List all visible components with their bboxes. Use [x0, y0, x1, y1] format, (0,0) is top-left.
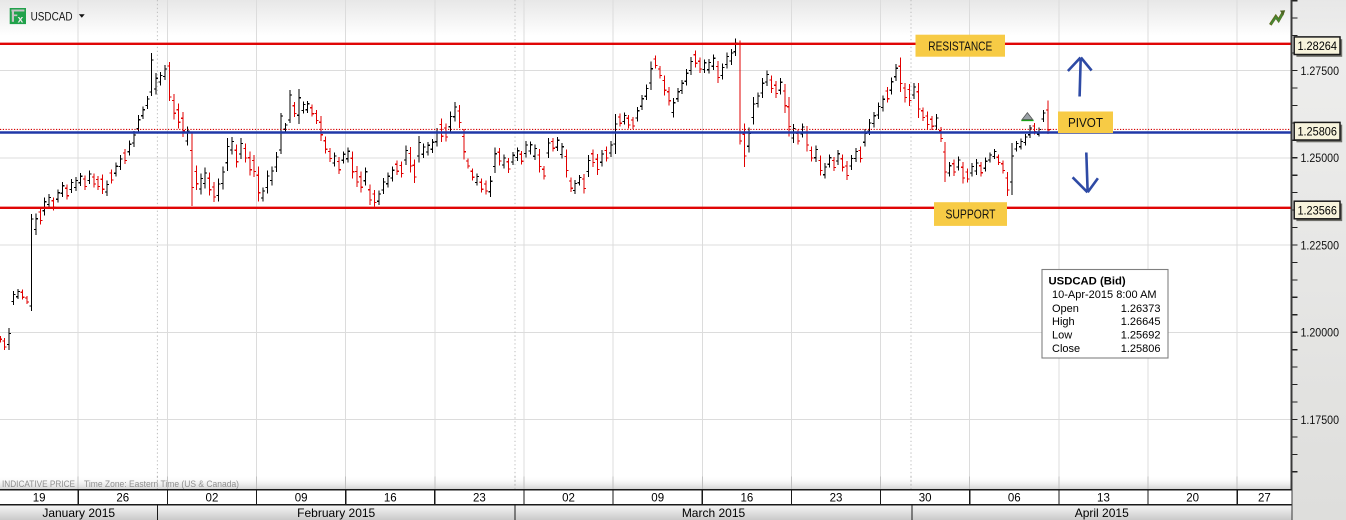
svg-text:16: 16 — [740, 493, 753, 505]
svg-text:10-Apr-2015 8:00 AM: 10-Apr-2015 8:00 AM — [1052, 289, 1157, 301]
svg-text:1.25000: 1.25000 — [1301, 151, 1340, 165]
svg-text:02: 02 — [206, 493, 219, 505]
svg-text:1.25806: 1.25806 — [1121, 343, 1161, 355]
svg-text:27: 27 — [1258, 493, 1271, 505]
svg-text:20: 20 — [1186, 493, 1199, 505]
svg-text:1.17500: 1.17500 — [1301, 413, 1340, 427]
svg-text:1.28264: 1.28264 — [1297, 39, 1337, 53]
svg-text:USDCAD: USDCAD — [31, 10, 73, 24]
svg-text:March 2015: March 2015 — [682, 506, 746, 520]
svg-text:19: 19 — [33, 493, 46, 505]
svg-text:Time Zone: Eastern Time (US &: Time Zone: Eastern Time (US & Canada) — [84, 479, 239, 490]
svg-text:High: High — [1052, 316, 1075, 328]
svg-text:PIVOT: PIVOT — [1068, 115, 1103, 130]
svg-text:26: 26 — [116, 493, 129, 505]
svg-text:1.23566: 1.23566 — [1297, 203, 1337, 217]
svg-text:23: 23 — [473, 493, 486, 505]
svg-text:13: 13 — [1097, 493, 1110, 505]
svg-text:23: 23 — [830, 493, 843, 505]
svg-text:Low: Low — [1052, 330, 1072, 342]
svg-text:Close: Close — [1052, 343, 1080, 355]
svg-text:Open: Open — [1052, 303, 1079, 315]
svg-text:1.26645: 1.26645 — [1121, 316, 1161, 328]
svg-text:SUPPORT: SUPPORT — [946, 207, 996, 222]
svg-text:February 2015: February 2015 — [297, 506, 375, 520]
svg-text:30: 30 — [919, 493, 932, 505]
svg-text:1.22500: 1.22500 — [1301, 238, 1340, 252]
svg-text:January 2015: January 2015 — [42, 506, 115, 520]
svg-text:09: 09 — [295, 493, 308, 505]
svg-text:06: 06 — [1008, 493, 1021, 505]
svg-text:1.25806: 1.25806 — [1297, 125, 1337, 139]
svg-text:1.25692: 1.25692 — [1121, 330, 1161, 342]
svg-text:x: x — [18, 14, 24, 25]
svg-text:02: 02 — [562, 493, 575, 505]
svg-text:INDICATIVE PRICE: INDICATIVE PRICE — [2, 479, 75, 490]
svg-text:1.27500: 1.27500 — [1301, 64, 1340, 78]
svg-text:09: 09 — [651, 493, 664, 505]
svg-text:RESISTANCE: RESISTANCE — [928, 38, 992, 53]
svg-text:1.20000: 1.20000 — [1301, 326, 1340, 340]
svg-text:USDCAD (Bid): USDCAD (Bid) — [1049, 275, 1126, 287]
svg-text:April 2015: April 2015 — [1075, 506, 1129, 520]
svg-text:16: 16 — [384, 493, 397, 505]
svg-text:1.26373: 1.26373 — [1121, 303, 1161, 315]
